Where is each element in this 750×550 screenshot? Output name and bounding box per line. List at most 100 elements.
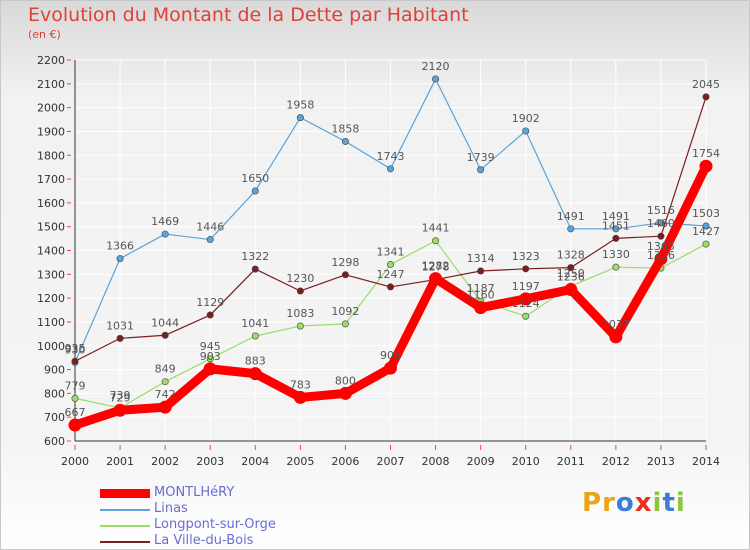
proxiti-logo: Proxiti [582, 488, 686, 518]
logo-letter: P [582, 488, 603, 518]
data-point-longpont-sur-orge [386, 261, 394, 269]
data-label-linas: 1469 [151, 215, 179, 228]
data-labels: 930 1366 1469 1446 1650 1958 1858 1743 2120 1739 1… [65, 60, 721, 419]
data-point-montlh-ry [699, 159, 713, 173]
legend-swatch [100, 541, 150, 543]
legend-label: La Ville-du-Bois [154, 533, 254, 548]
y-tick-label: 800 [44, 387, 65, 400]
data-point-la-ville-du-bois [116, 334, 124, 342]
data-point-longpont-sur-orge [206, 355, 214, 363]
x-tick-label: 2013 [647, 455, 675, 468]
data-point-linas [657, 219, 665, 227]
data-label-linas: 1739 [467, 151, 495, 164]
data-point-montlh-ry [203, 362, 217, 376]
data-label-montlh-ry: 1365 [647, 240, 675, 253]
data-point-montlh-ry [248, 367, 262, 381]
y-tick-label: 1400 [37, 245, 65, 258]
logo-letter: i [652, 488, 663, 518]
data-point-la-ville-du-bois [71, 357, 79, 365]
data-label-linas: 1902 [512, 112, 540, 125]
data-label-longpont-sur-orge: 1330 [602, 248, 630, 261]
logo-letter: r [602, 488, 616, 518]
data-point-la-ville-du-bois [612, 234, 620, 242]
legend-swatch [100, 525, 150, 527]
data-label-la-ville-du-bois: 1278 [422, 261, 450, 274]
data-label-linas: 1650 [241, 172, 269, 185]
data-point-longpont-sur-orge [341, 320, 349, 328]
data-label-la-ville-du-bois: 1322 [241, 250, 269, 263]
series-layer [68, 75, 713, 432]
data-point-longpont-sur-orge [71, 394, 79, 402]
data-point-linas [702, 222, 710, 230]
data-point-linas [116, 255, 124, 263]
data-label-longpont-sur-orge: 779 [65, 379, 86, 392]
x-tick-label: 2008 [422, 455, 450, 468]
data-point-linas [612, 225, 620, 233]
x-tick-label: 2012 [602, 455, 630, 468]
data-point-linas [161, 230, 169, 238]
data-label-longpont-sur-orge: 1250 [557, 267, 585, 280]
data-label-longpont-sur-orge: 1083 [286, 307, 314, 320]
data-point-linas [567, 225, 575, 233]
data-point-la-ville-du-bois [341, 271, 349, 279]
data-label-longpont-sur-orge: 739 [110, 389, 131, 402]
chart-subtitle: (en €) [28, 28, 61, 41]
data-label-montlh-ry: 883 [245, 355, 266, 368]
data-label-montlh-ry: 1282 [422, 260, 450, 273]
data-point-montlh-ry [609, 330, 623, 344]
data-label-longpont-sur-orge: 1427 [692, 225, 720, 238]
data-label-longpont-sur-orge: 1092 [331, 305, 359, 318]
data-label-la-ville-du-bois: 1031 [106, 319, 134, 332]
data-point-linas [206, 236, 214, 244]
data-label-la-ville-du-bois: 1298 [331, 256, 359, 269]
y-tick-label: 1300 [37, 268, 65, 281]
data-label-linas: 1503 [692, 207, 720, 220]
data-point-montlh-ry [293, 390, 307, 404]
legend-label: Linas [154, 501, 188, 516]
data-label-longpont-sur-orge: 1187 [467, 282, 495, 295]
legend-swatch [100, 489, 150, 498]
legend-label: Longpont-sur-Orge [154, 517, 276, 532]
data-point-longpont-sur-orge [612, 263, 620, 271]
data-label-linas: 1858 [331, 122, 359, 135]
y-tick-label: 1200 [37, 292, 65, 305]
data-label-linas: 1516 [647, 204, 675, 217]
data-label-montlh-ry: 903 [200, 350, 221, 363]
data-label-linas: 1366 [106, 240, 134, 253]
x-tick-label: 2005 [286, 455, 314, 468]
data-label-montlh-ry: 729 [110, 391, 131, 404]
data-label-la-ville-du-bois: 935 [65, 342, 86, 355]
data-label-la-ville-du-bois: 1230 [286, 272, 314, 285]
y-tick-label: 1800 [37, 149, 65, 162]
data-point-longpont-sur-orge [432, 237, 440, 245]
x-tick-label: 2004 [241, 455, 269, 468]
data-label-montlh-ry: 1160 [467, 289, 495, 302]
y-tick-label: 600 [44, 435, 65, 448]
y-tick-label: 1100 [37, 316, 65, 329]
data-label-montlh-ry: 783 [290, 378, 311, 391]
data-point-linas [432, 75, 440, 83]
data-point-linas [477, 166, 485, 174]
data-point-la-ville-du-bois [206, 311, 214, 319]
logo-letter: o [615, 488, 635, 518]
axes: 600 700 800 900 1000 1100 1200 1300 1400 1500 1600… [37, 54, 720, 468]
data-label-montlh-ry: 1037 [602, 318, 630, 331]
data-label-longpont-sur-orge: 1326 [647, 249, 675, 262]
y-tick-label: 1600 [37, 197, 65, 210]
y-tick-label: 1700 [37, 173, 65, 186]
data-label-la-ville-du-bois: 1328 [557, 249, 585, 262]
data-label-montlh-ry: 742 [155, 388, 176, 401]
data-point-longpont-sur-orge [296, 322, 304, 330]
data-label-montlh-ry: 1236 [557, 271, 585, 284]
y-tick-label: 1000 [37, 340, 65, 353]
x-tick-label: 2014 [692, 455, 720, 468]
data-point-linas [341, 137, 349, 145]
data-label-la-ville-du-bois: 2045 [692, 78, 720, 91]
data-label-longpont-sur-orge: 849 [155, 363, 176, 376]
y-tick-label: 900 [44, 364, 65, 377]
y-tick-label: 700 [44, 411, 65, 424]
data-point-linas [251, 187, 259, 195]
data-point-la-ville-du-bois [386, 283, 394, 291]
legend-label: MONTLHéRY [154, 485, 235, 500]
